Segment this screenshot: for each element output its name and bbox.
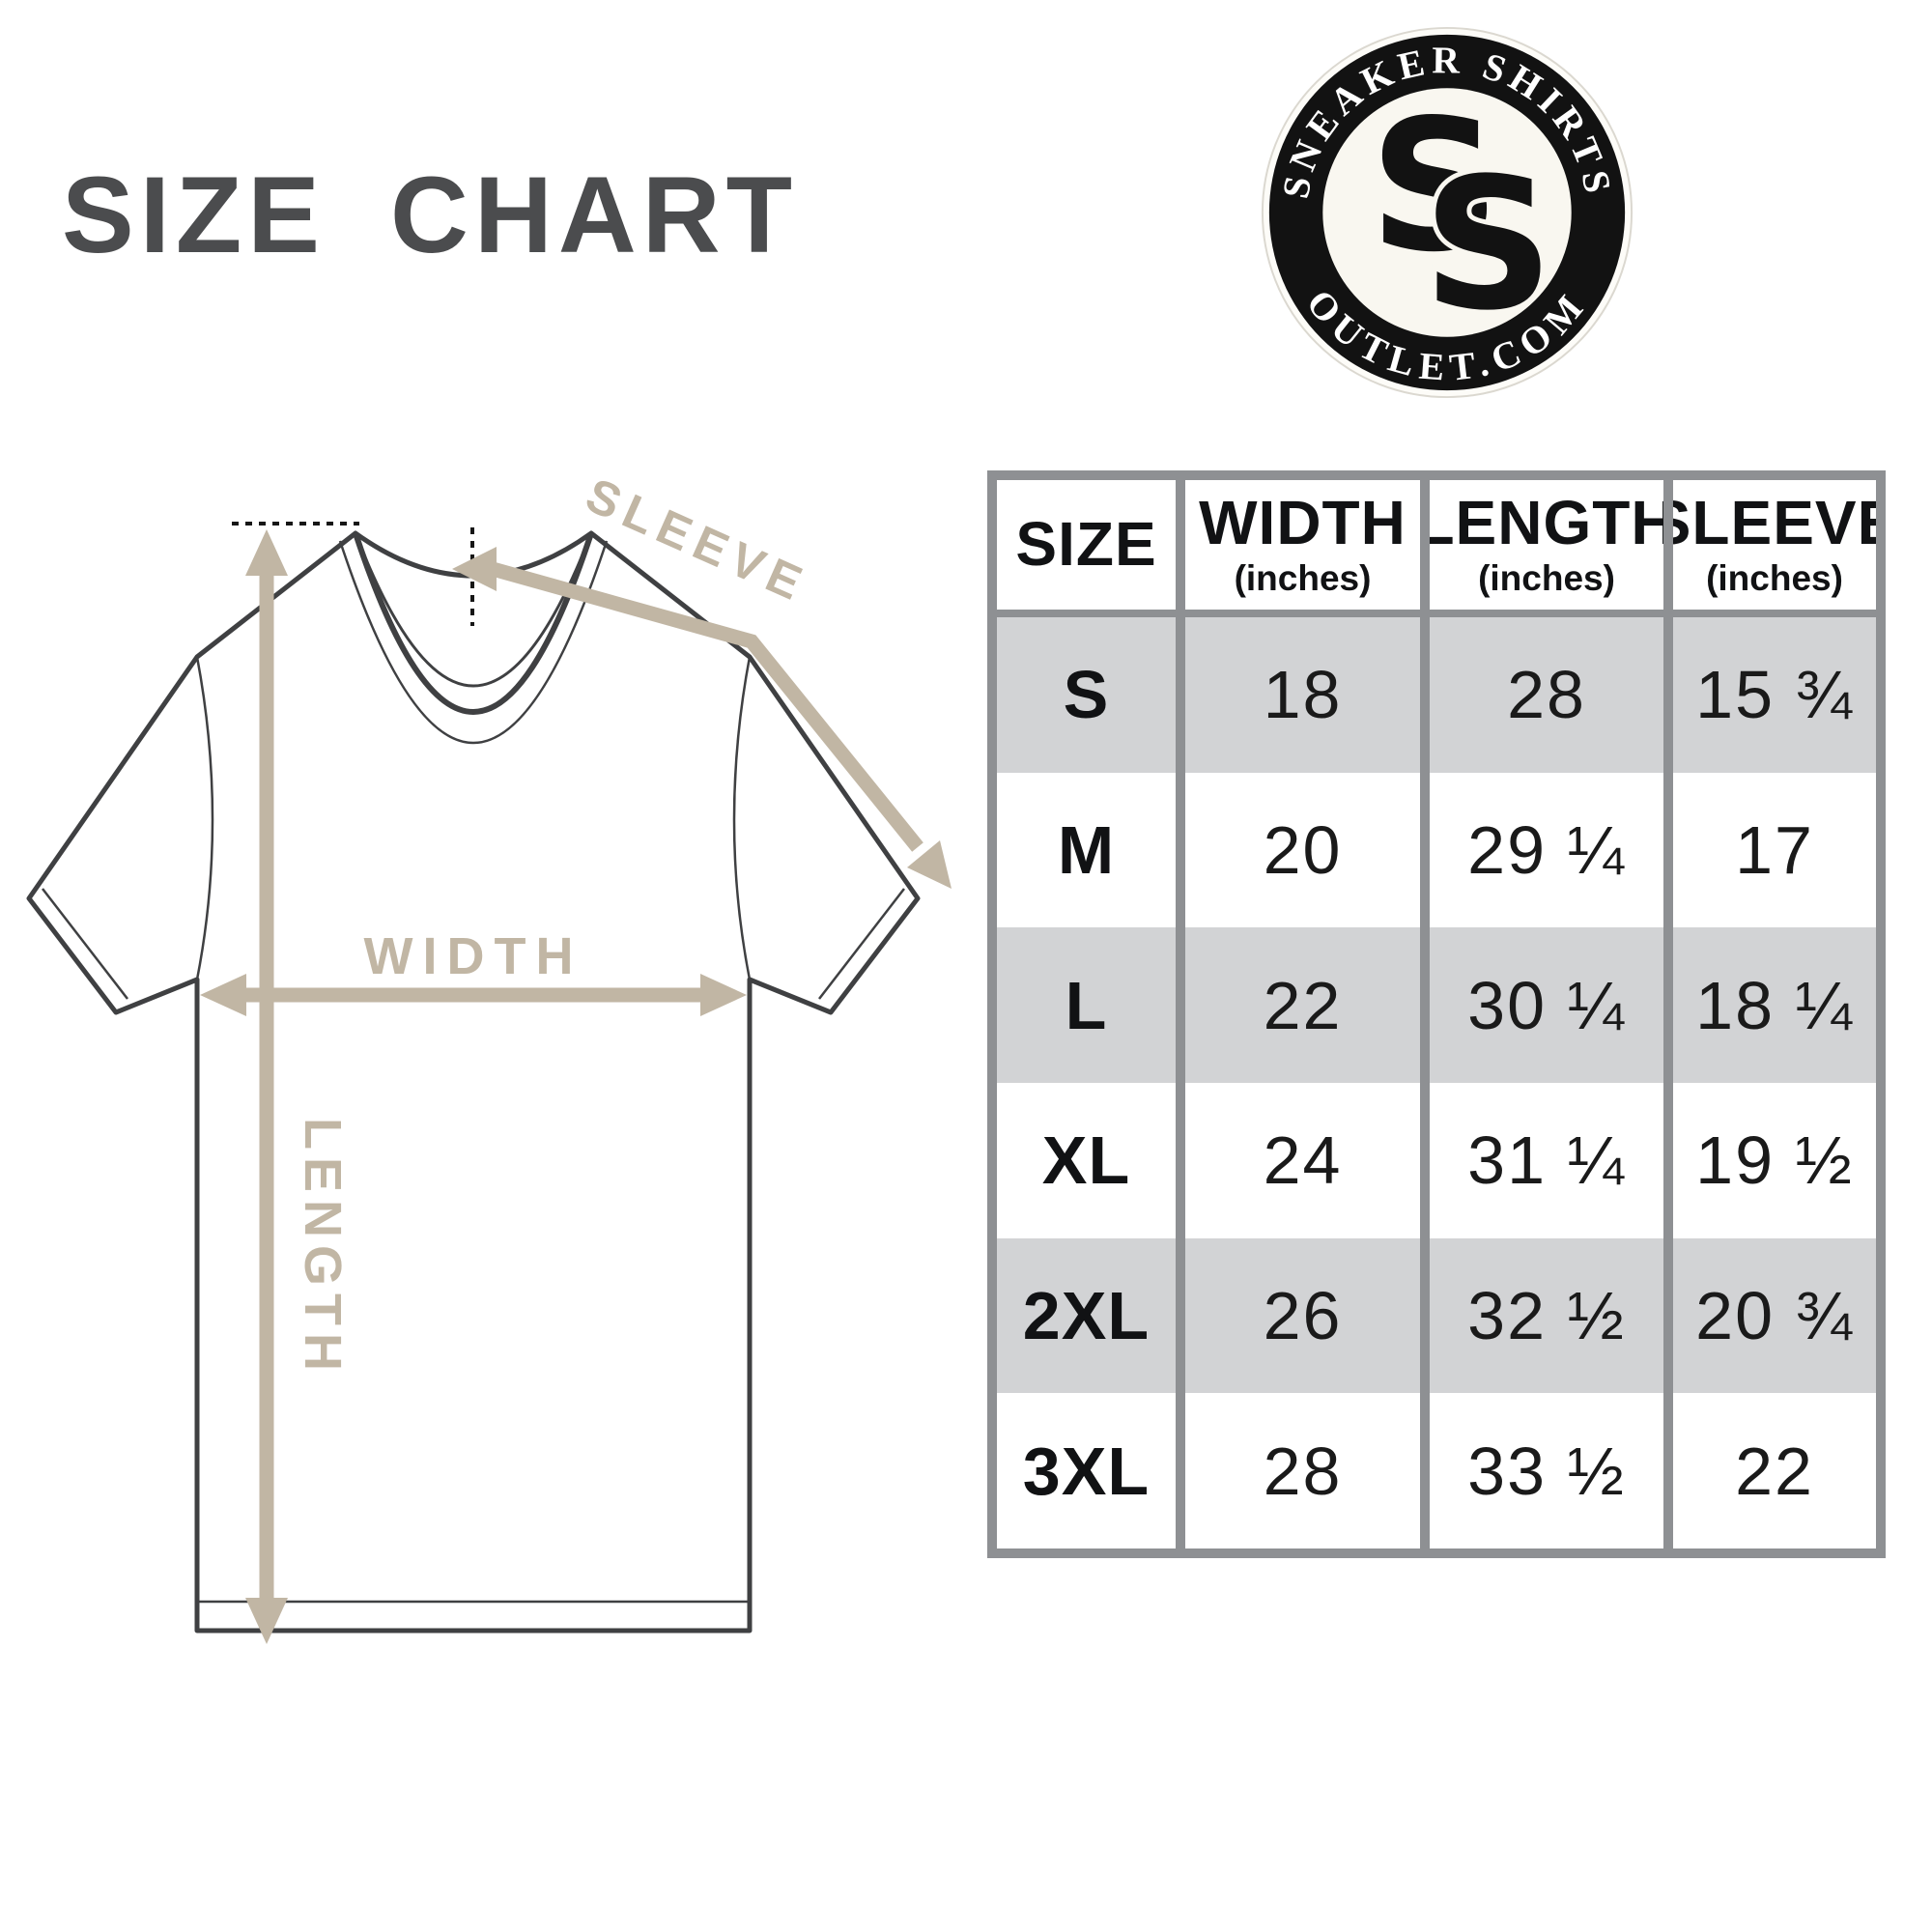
length-arrowhead-top xyxy=(245,529,288,576)
width-label: WIDTH xyxy=(364,927,583,985)
length-value: 29 ¼ xyxy=(1467,812,1626,888)
left-sleeve-seam xyxy=(195,656,214,980)
width-value: 24 xyxy=(1263,1122,1343,1199)
header-sleeve-unit: (inches) xyxy=(1706,557,1843,598)
left-cuff-stitch xyxy=(42,888,128,1000)
header-width-label: WIDTH xyxy=(1199,488,1406,558)
length-value: 33 ½ xyxy=(1467,1433,1626,1509)
header-length-unit: (inches) xyxy=(1478,557,1615,598)
logo-ss-monogram-icon: S S xyxy=(1364,76,1558,355)
table-row-2xl: 2XL 26 32 ½ 20 ¾ xyxy=(997,1237,1876,1394)
header-sleeve-label: SLEEVE xyxy=(1673,488,1876,558)
header-cell-width: WIDTH (inches) xyxy=(1185,480,1430,610)
length-arrowhead-bottom xyxy=(245,1598,288,1644)
right-cuff-stitch xyxy=(818,888,905,1000)
width-arrowhead-left xyxy=(200,974,246,1016)
logo-center-disc xyxy=(1322,88,1572,337)
header-width-unit: (inches) xyxy=(1234,557,1372,598)
length-label: LENGTH xyxy=(294,1118,352,1378)
collar-seam-line xyxy=(338,540,609,744)
length-value: 31 ¼ xyxy=(1467,1122,1626,1199)
brand-logo-badge: SNEAKER SHIRTS OUTLET.COM S S xyxy=(1261,26,1634,399)
header-cell-sleeve: SLEEVE (inches) xyxy=(1673,480,1876,610)
table-row-l: L 22 30 ¼ 18 ¼ xyxy=(997,927,1876,1084)
width-value: 26 xyxy=(1263,1278,1343,1354)
page-title: SIZE CHART xyxy=(62,155,798,275)
sleeve-value: 18 ¼ xyxy=(1695,967,1854,1043)
table-row-3xl: 3XL 28 33 ½ 22 xyxy=(997,1393,1876,1549)
width-value: 20 xyxy=(1263,812,1343,888)
sleeve-value: 17 xyxy=(1735,812,1814,888)
width-value: 28 xyxy=(1263,1433,1343,1509)
size-value: L xyxy=(1065,967,1108,1043)
right-sleeve-seam xyxy=(732,656,752,980)
header-length-label: LENGTH xyxy=(1430,488,1673,558)
monogram-s-front: S xyxy=(1423,139,1553,351)
collar-inner-line xyxy=(354,532,593,688)
sleeve-value: 15 ¾ xyxy=(1695,657,1854,733)
size-value: M xyxy=(1057,812,1116,888)
sleeve-value: 22 xyxy=(1735,1433,1814,1509)
monogram-s-back: S xyxy=(1369,81,1499,293)
collar-rib-line xyxy=(353,532,594,715)
size-value: 3XL xyxy=(1022,1433,1151,1509)
tshirt-measurement-diagram: WIDTH LENGTH SLEEVE xyxy=(26,468,952,1644)
length-arrow xyxy=(245,529,288,1644)
sleeve-value: 20 ¾ xyxy=(1695,1278,1854,1354)
sleeve-arrowhead-right xyxy=(907,840,952,889)
width-value: 22 xyxy=(1263,967,1343,1043)
table-header-row: SIZE WIDTH (inches) LENGTH (inches) SLEE… xyxy=(997,480,1876,617)
tshirt-outline xyxy=(26,530,921,1634)
length-value: 32 ½ xyxy=(1467,1278,1626,1354)
size-value: S xyxy=(1063,657,1110,733)
sleeve-arrowhead-left xyxy=(452,547,497,591)
size-value: 2XL xyxy=(1022,1278,1151,1354)
header-cell-length: LENGTH (inches) xyxy=(1430,480,1673,610)
table-row-m: M 20 29 ¼ 17 xyxy=(997,772,1876,928)
size-value: XL xyxy=(1041,1122,1131,1199)
size-table: SIZE WIDTH (inches) LENGTH (inches) SLEE… xyxy=(987,470,1886,1558)
length-value: 28 xyxy=(1507,657,1586,733)
width-value: 18 xyxy=(1263,657,1343,733)
header-size-label: SIZE xyxy=(1015,509,1157,580)
sleeve-value: 19 ½ xyxy=(1695,1122,1854,1199)
width-arrow xyxy=(200,974,747,1016)
sleeve-arrow xyxy=(452,547,952,889)
header-cell-size: SIZE xyxy=(997,480,1185,610)
table-row-xl: XL 24 31 ¼ 19 ½ xyxy=(997,1083,1876,1238)
table-row-s: S 18 28 15 ¾ xyxy=(997,617,1876,773)
width-arrowhead-right xyxy=(700,974,747,1016)
length-value: 30 ¼ xyxy=(1467,967,1626,1043)
